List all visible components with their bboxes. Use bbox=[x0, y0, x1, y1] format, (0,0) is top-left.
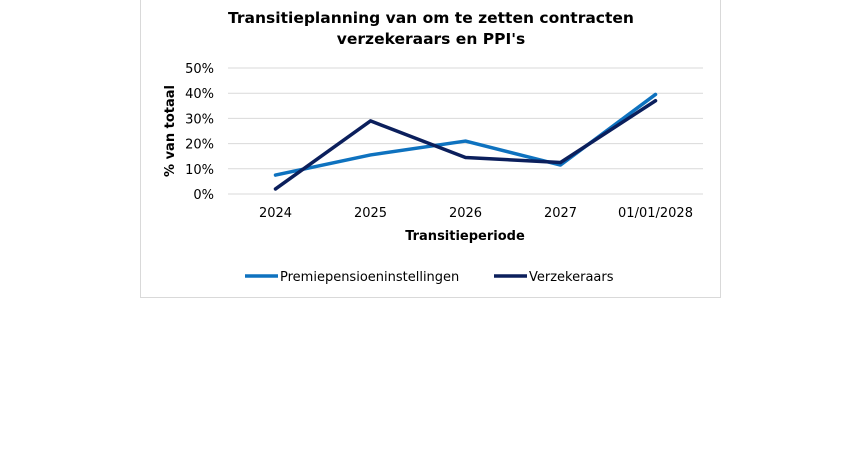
y-tick-label: 30% bbox=[185, 112, 214, 127]
data-point bbox=[464, 155, 467, 159]
legend-label: Verzekeraars bbox=[529, 270, 614, 285]
y-tick-label: 0% bbox=[193, 188, 214, 203]
chart-title-line-1: Transitieplanning van om te zetten contr… bbox=[228, 9, 634, 27]
series-line-2 bbox=[273, 99, 658, 191]
legend-label: Premiepensioeninstellingen bbox=[280, 270, 459, 285]
data-point bbox=[654, 92, 657, 96]
y-tick-label: 10% bbox=[185, 163, 214, 178]
x-tick-label: 2025 bbox=[354, 206, 387, 221]
series-line-1 bbox=[273, 92, 658, 177]
data-point bbox=[369, 119, 372, 123]
data-point bbox=[654, 99, 657, 103]
data-point bbox=[464, 139, 467, 143]
data-point bbox=[274, 173, 277, 177]
data-point bbox=[274, 187, 277, 191]
chart-title-line-2: verzekeraars en PPI's bbox=[337, 30, 525, 48]
gridlines bbox=[228, 67, 703, 195]
legend: Premiepensioeninstellingen Verzekeraars bbox=[245, 270, 614, 285]
y-tick-label: 40% bbox=[185, 87, 214, 102]
y-tick-label: 20% bbox=[185, 138, 214, 153]
x-axis-tick-labels: 2024 2025 2026 2027 01/01/2028 bbox=[259, 206, 693, 221]
y-axis-title: % van totaal bbox=[163, 85, 178, 177]
y-tick-label: 50% bbox=[185, 62, 214, 77]
data-point bbox=[559, 163, 562, 167]
data-point bbox=[369, 153, 372, 157]
x-tick-label: 2027 bbox=[544, 206, 577, 221]
x-tick-label: 2024 bbox=[259, 206, 292, 221]
series-lines bbox=[273, 92, 658, 191]
data-point bbox=[559, 161, 562, 164]
x-axis-title: Transitieperiode bbox=[405, 229, 525, 244]
x-tick-label: 01/01/2028 bbox=[618, 206, 693, 221]
x-tick-label: 2026 bbox=[449, 206, 482, 221]
chart-frame bbox=[140, 0, 721, 298]
y-axis-tick-labels: 0% 10% 20% 30% 40% 50% bbox=[185, 62, 214, 203]
